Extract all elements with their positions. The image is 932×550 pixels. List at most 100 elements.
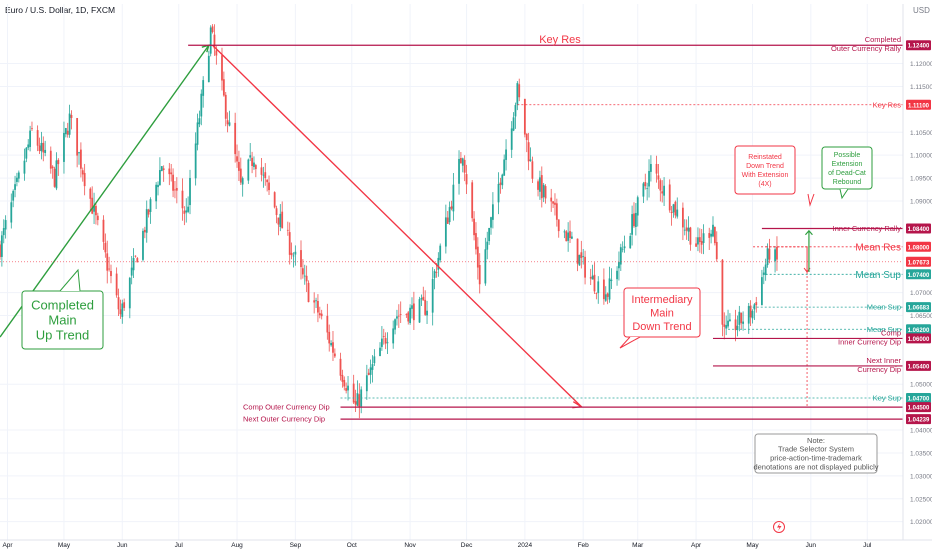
candle-body [650, 164, 652, 172]
candle-body [49, 150, 52, 169]
candle-body [670, 211, 673, 214]
time-tick-label: 2024 [518, 542, 533, 549]
candle-body [544, 186, 547, 199]
time-tick-label: Oct [347, 542, 357, 549]
candle-body [446, 217, 449, 224]
candle-body [239, 168, 242, 183]
candle-body [157, 184, 159, 188]
candle-body [712, 224, 714, 237]
candle-body [79, 149, 82, 169]
lightning-icon[interactable] [773, 521, 785, 533]
level-label-right: Key Sup [873, 393, 901, 402]
level-label-right: Mean Sup [855, 270, 901, 281]
candle-body [420, 298, 423, 300]
candle-body [12, 190, 15, 201]
price-tag: 1.06683 [906, 302, 931, 313]
candle-body [266, 179, 269, 183]
candle-body [633, 213, 635, 227]
candle-body [356, 393, 359, 406]
candle-body [681, 207, 684, 228]
candle-body [668, 184, 671, 211]
candle-body [409, 307, 412, 324]
time-tick-label: Nov [404, 542, 416, 549]
price-tag: 1.04500 [906, 402, 931, 413]
candle-body [332, 342, 334, 353]
candle-body [776, 246, 778, 260]
down-trend-line [212, 44, 582, 408]
candle-body [399, 314, 402, 315]
price-tag-label: 1.06683 [908, 306, 930, 312]
candle-body [264, 172, 267, 179]
price-tag-bg [906, 40, 931, 51]
price-tag: 1.06200 [906, 324, 931, 335]
candle-body [102, 219, 105, 242]
candle-body [407, 312, 410, 322]
candle-body [215, 50, 218, 56]
candle-body [576, 238, 579, 264]
annotation-box [623, 287, 701, 338]
candle-body [458, 158, 460, 184]
annotation-text: Possible Extension of Dead-Cat Rebound [828, 152, 866, 186]
candle-body [721, 259, 724, 325]
candle-body [23, 160, 26, 174]
candle-body [661, 191, 664, 194]
candle-body [170, 172, 173, 175]
candle-body [96, 215, 99, 221]
candle-body [326, 315, 329, 333]
candle-body [405, 313, 408, 315]
candle-body [320, 313, 323, 317]
price-tag: 1.12400 [906, 40, 931, 51]
candle-body [523, 98, 526, 135]
candle-body [341, 374, 344, 382]
candle-body [580, 252, 583, 258]
up-projection-head [804, 229, 813, 236]
price-tick-label: 1.05000 [910, 382, 932, 389]
candle-body [685, 227, 688, 231]
candle-body [593, 274, 596, 292]
candle-body [715, 241, 718, 260]
candle-body [634, 212, 637, 227]
candle-body [490, 217, 492, 228]
candle-body [81, 170, 84, 175]
candle-body [253, 162, 255, 167]
candle-body [262, 174, 265, 176]
candle-body [629, 236, 632, 249]
annotation: Possible Extension of Dead-Cat Rebound [821, 146, 873, 190]
candle-body [491, 204, 494, 220]
time-tick-label: Mar [632, 542, 644, 549]
candle-body [226, 120, 229, 125]
candle-body [134, 255, 137, 257]
level-label-left: Comp Outer Currency Dip [243, 403, 330, 412]
candle-body [63, 132, 65, 162]
candle-body [512, 117, 515, 131]
price-tag: 1.11100 [906, 99, 931, 110]
time-tick-label: Apr [691, 542, 702, 549]
candle-body [708, 233, 711, 238]
candle-body [294, 251, 297, 255]
candle-body [604, 294, 607, 301]
candle-body [149, 199, 152, 212]
time-tick-label: Sep [290, 542, 302, 549]
candle-body [224, 94, 227, 119]
candle-body [367, 372, 370, 375]
level-label-right: Mean Sup [867, 303, 901, 312]
candle-body [646, 188, 649, 190]
candle-body [300, 250, 302, 268]
candle-body [42, 142, 45, 153]
candle-body [478, 265, 481, 285]
candle-body [174, 189, 176, 191]
price-tag-bg [906, 269, 931, 280]
candle-body [108, 268, 111, 270]
candle-body [130, 267, 133, 276]
candle-body [550, 197, 553, 202]
price-tag-bg [906, 333, 931, 344]
candle-body [465, 174, 468, 185]
price-tag-bg [906, 256, 931, 267]
level-label-left: Key Res [539, 34, 581, 46]
candle-body [555, 203, 558, 220]
annotation: Completed Main Up Trend [21, 290, 104, 350]
candle-body [0, 235, 3, 257]
price-tag-bg [906, 241, 931, 252]
candle-body [64, 128, 67, 135]
